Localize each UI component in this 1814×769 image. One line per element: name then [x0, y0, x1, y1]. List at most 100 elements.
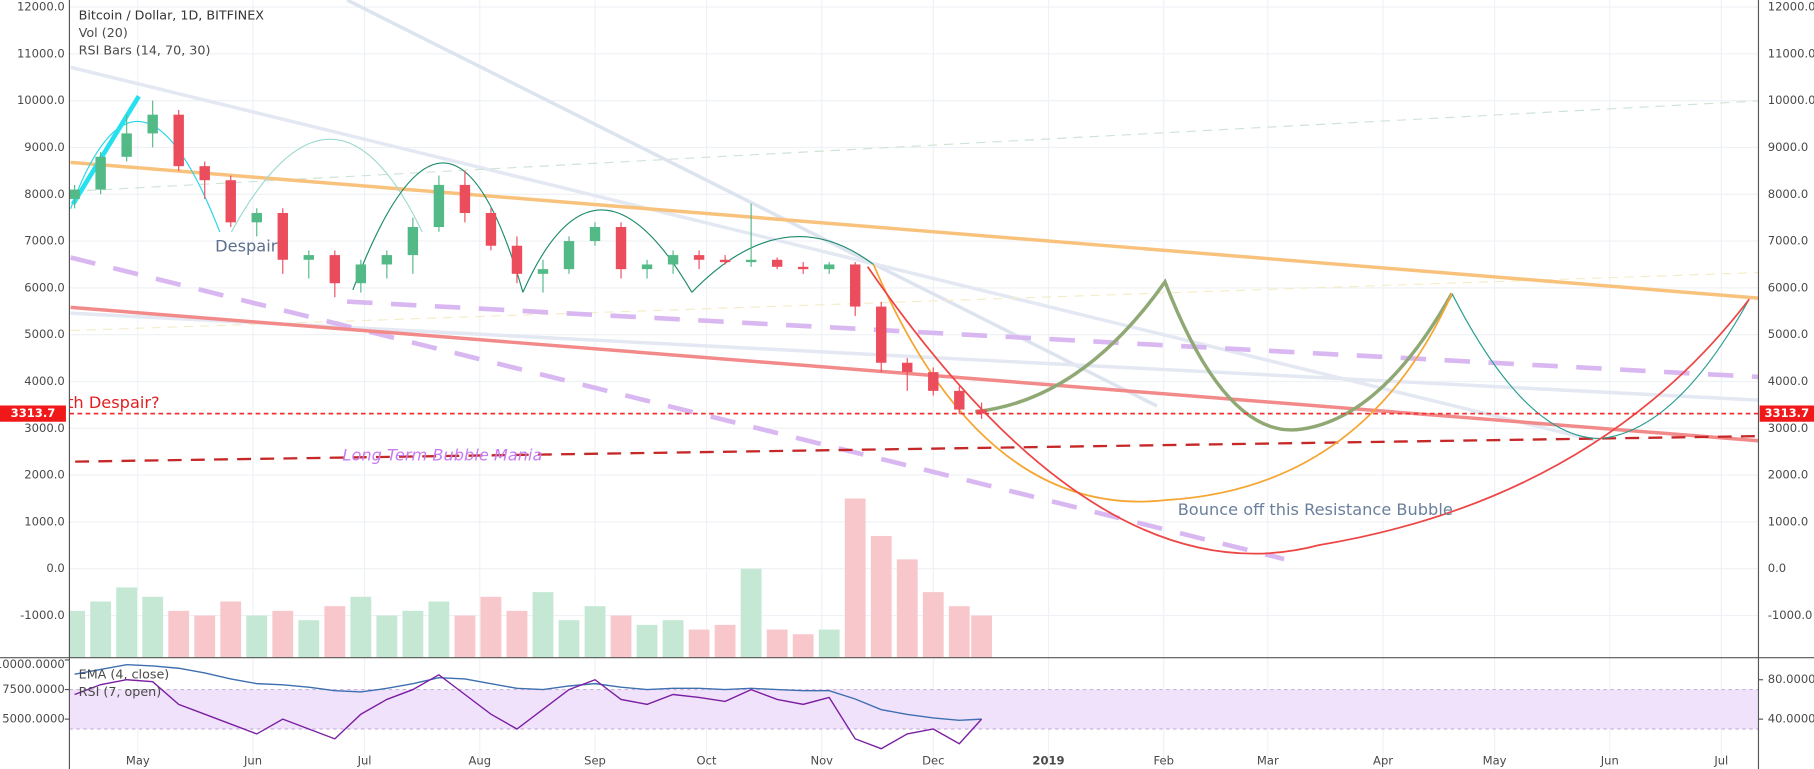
volume-bar: [220, 601, 242, 658]
candle-body: [69, 189, 80, 199]
candle-body: [563, 241, 575, 270]
y-tick-label: 1000.0: [1768, 514, 1808, 528]
volume-bar: [168, 610, 190, 658]
y-tick-label: 5000.0: [24, 327, 64, 341]
candle-body: [745, 259, 757, 263]
y-tick-label: 9000.0: [1768, 140, 1808, 154]
ema-line: [74, 664, 982, 722]
y-tick-label: -1000.0: [20, 608, 65, 622]
candle-body: [771, 259, 783, 267]
y-tick-label: 10000.0: [17, 93, 65, 107]
volume-bar: [90, 601, 112, 658]
candle-body: [589, 227, 601, 242]
y-tick-label: 3000.0: [1768, 421, 1808, 435]
candle-body: [277, 212, 288, 260]
volume-bar: [584, 606, 606, 658]
candle-body: [95, 156, 106, 190]
candle-body: [928, 372, 939, 391]
volume-bar: [922, 592, 944, 658]
volume-bar: [610, 615, 632, 658]
candle-body: [355, 264, 367, 284]
volume-bar: [766, 629, 788, 658]
candle-body: [797, 266, 809, 270]
x-tick-label: Dec: [922, 753, 944, 767]
y-tick-label: 0.0: [46, 561, 64, 575]
trend-line: [70, 311, 1759, 402]
trend-line: [70, 255, 1285, 562]
y-tick-label: 0.0: [1768, 561, 1786, 575]
price-label-bg: [0, 405, 66, 422]
volume-bar: [688, 629, 710, 658]
x-tick-label: Aug: [468, 753, 491, 767]
volume-bar: [714, 624, 736, 658]
support-line: [70, 305, 1759, 443]
volume-bar: [246, 615, 268, 658]
y-tick-label: 12000.0: [1768, 0, 1814, 14]
candle-body: [303, 255, 315, 260]
candle-body: [147, 114, 158, 134]
x-tick-label: May: [1483, 753, 1507, 767]
candle-body: [902, 362, 913, 373]
volume-bar: [792, 634, 814, 658]
volume-bar: [194, 615, 216, 658]
candle-body: [719, 259, 731, 263]
bubble-arc: [866, 266, 1750, 555]
volume-bar: [272, 610, 294, 658]
rsi-band: [69, 689, 1759, 729]
candle-body: [693, 255, 705, 260]
right-axis-bg: [1758, 0, 1814, 769]
bubble-arc: [230, 138, 423, 233]
y-tick-label: 11000.0: [17, 46, 65, 60]
volume-bar: [948, 606, 970, 658]
candle-body: [876, 306, 887, 363]
volume-bar: [350, 596, 372, 658]
y-tick-label: 7000.0: [1768, 234, 1808, 248]
candle-body: [199, 166, 210, 181]
resistance-line: [70, 160, 1759, 300]
volume-bar: [454, 615, 476, 658]
annotation: Long Term Bubble Mania: [342, 445, 542, 464]
impulse-line: [70, 95, 141, 206]
x-tick-label: 2019: [1032, 753, 1064, 767]
candle-body: [823, 264, 835, 270]
candle-body: [225, 180, 236, 223]
candle-body: [615, 227, 627, 270]
indicator-label: EMA (4, close): [79, 668, 170, 683]
volume-bar: [324, 606, 346, 658]
price-label: 3313.7: [11, 406, 56, 420]
candle-body: [954, 390, 965, 410]
volume-bar: [971, 615, 993, 658]
candle-body: [459, 184, 471, 213]
candle-body: [511, 245, 523, 274]
candle-body: [537, 269, 549, 274]
y-tick-label: 10000.0: [1768, 93, 1814, 107]
y-tick-label: 9000.0: [24, 140, 64, 154]
volume-bar: [558, 620, 580, 658]
volume-bar: [896, 559, 918, 658]
volume-bar: [844, 498, 866, 658]
volume-bar: [298, 620, 320, 658]
x-tick-label: Jul: [1713, 753, 1728, 767]
y-tick-label: 3000.0: [24, 421, 64, 435]
price-label: 3313.7: [1764, 406, 1809, 420]
candles: [69, 100, 1759, 419]
y-tick-label: 10000.0000: [0, 657, 65, 671]
drawings: [70, 0, 1759, 562]
x-tick-label: Mar: [1257, 753, 1279, 767]
price-label-bg: [1759, 405, 1814, 422]
rsi-line: [74, 673, 983, 750]
volume-bar: [532, 592, 554, 658]
bubble-arc: [352, 162, 524, 293]
indicator-label: RSI (7, open): [79, 685, 162, 700]
volume-bar: [376, 615, 398, 658]
y-tick-label: 40.0000: [1768, 712, 1814, 726]
y-tick-label: 5000.0: [1768, 327, 1808, 341]
volume-bar: [740, 568, 762, 658]
x-tick-label: Feb: [1153, 753, 1173, 767]
indicator-label: RSI Bars (14, 70, 30): [79, 44, 211, 59]
bubble-arc: [872, 264, 1453, 503]
y-tick-label: 4000.0: [24, 374, 64, 388]
indicator-label: Vol (20): [79, 26, 128, 41]
